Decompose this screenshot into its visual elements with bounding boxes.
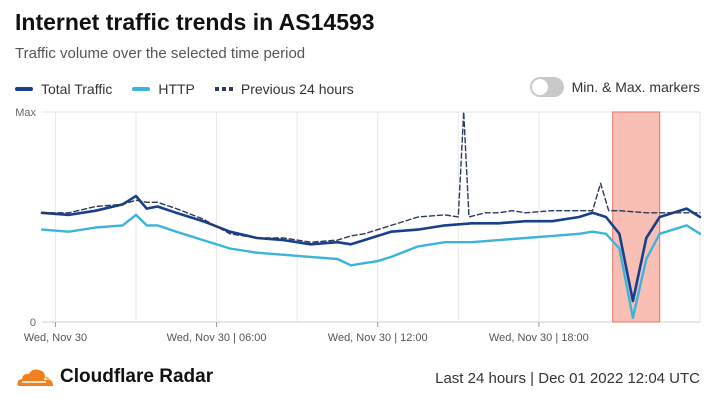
chart-legend: Total Traffic HTTP Previous 24 hours (15, 80, 374, 98)
chart-title: Internet traffic trends in AS14593 (15, 9, 375, 35)
x-tick-label: Wed, Nov 30 (24, 332, 87, 344)
min-max-markers-toggle[interactable] (529, 77, 564, 97)
min-max-markers-label: Min. & Max. markers (571, 79, 700, 95)
legend-label-total: Total Traffic (41, 81, 113, 97)
legend-swatch-http (132, 87, 151, 91)
x-tick-label: Wed, Nov 30 | 12:00 (328, 332, 428, 344)
y-tick-label-zero: 0 (30, 317, 36, 329)
legend-item-http[interactable]: HTTP (132, 81, 195, 97)
legend-item-previous[interactable]: Previous 24 hours (214, 81, 354, 97)
toggle-knob (531, 79, 548, 95)
legend-label-http: HTTP (158, 81, 195, 97)
y-tick-label-max: Max (15, 107, 36, 119)
legend-item-total[interactable]: Total Traffic (15, 81, 112, 97)
series-line-previous-24-hours[interactable] (41, 111, 701, 243)
x-tick-label: Wed, Nov 30 | 18:00 (489, 332, 589, 344)
legend-swatch-total (15, 87, 33, 91)
x-tick-label: Wed, Nov 30 | 06:00 (167, 332, 267, 344)
time-range-info: Last 24 hours | Dec 01 2022 12:04 UTC (435, 370, 700, 387)
series-line-total-traffic[interactable] (40, 194, 702, 303)
min-max-markers-control: Min. & Max. markers (529, 77, 700, 97)
brand-name: Cloudflare Radar (60, 366, 214, 387)
cloudflare-cloud-icon (17, 369, 53, 386)
chart-subtitle: Traffic volume over the selected time pe… (15, 45, 306, 62)
legend-label-previous: Previous 24 hours (240, 81, 354, 97)
series-line-http[interactable] (40, 213, 702, 319)
legend-swatch-previous (214, 87, 233, 91)
cloudflare-radar-logo: Cloudflare Radar (14, 366, 213, 388)
